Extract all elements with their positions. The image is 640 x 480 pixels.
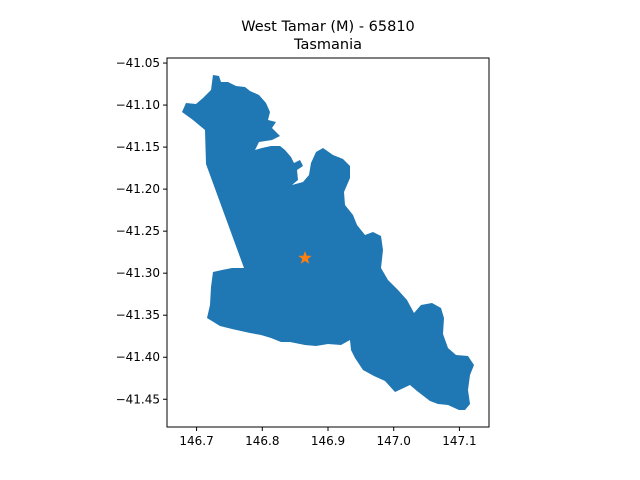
y-tick-label: −41.15 [116,140,160,154]
y-tick-label: −41.45 [116,392,160,406]
chart-subtitle: Tasmania [293,37,362,53]
x-axis: 146.7 146.8 146.9 147.0 147.1 [179,427,477,448]
star-marker [298,250,312,264]
chart-title: West Tamar (M) - 65810 [241,19,415,35]
x-tick-label: 147.1 [442,434,476,448]
x-tick-label: 146.8 [245,434,279,448]
x-tick-label: 146.9 [311,434,345,448]
y-tick-label: −41.10 [116,98,160,112]
y-axis: −41.05 −41.10 −41.15 −41.20 −41.25 −41.30 −41.… [116,56,167,406]
y-tick-label: −41.05 [116,56,160,70]
x-tick-label: 146.7 [179,434,213,448]
location-marker [298,250,312,264]
y-tick-label: −41.20 [116,182,160,196]
municipality-region [182,75,474,410]
y-tick-label: −41.30 [116,266,160,280]
x-tick-label: 147.0 [377,434,411,448]
y-tick-label: −41.25 [116,224,160,238]
y-tick-label: −41.35 [116,308,160,322]
y-tick-label: −41.40 [116,350,160,364]
